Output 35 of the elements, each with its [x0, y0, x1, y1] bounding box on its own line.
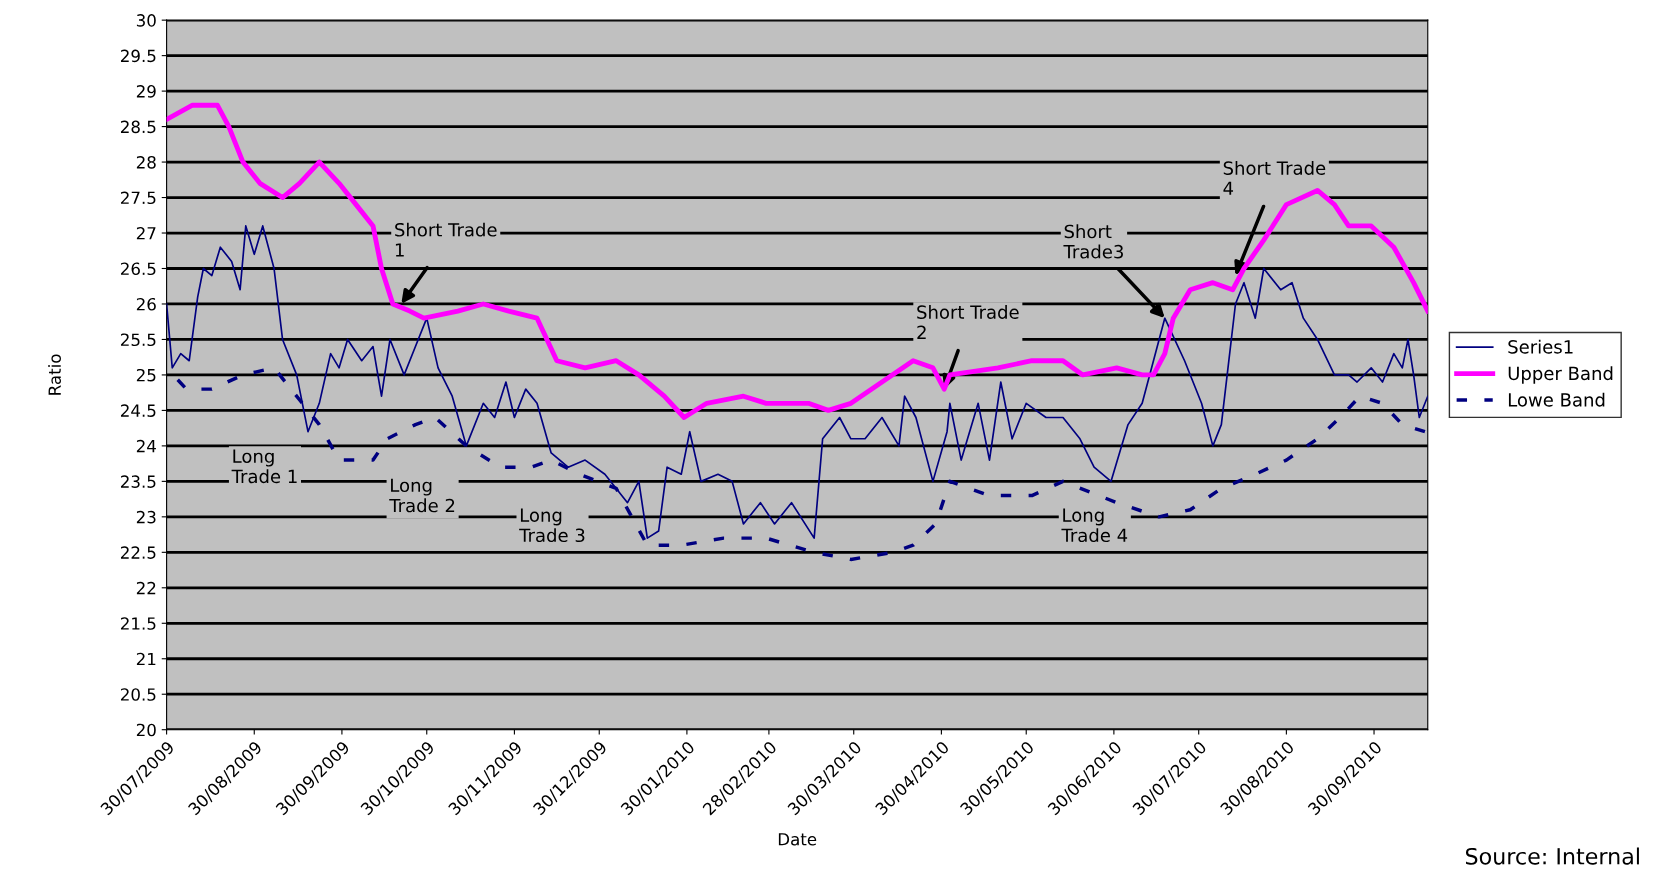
- annotation: Long Trade 2: [389, 478, 455, 513]
- annotation: Short Trade 4: [1223, 160, 1326, 195]
- y-tick-label: 24: [136, 439, 156, 453]
- x-axis-title: Date: [778, 833, 817, 846]
- y-tick-label: 28.5: [120, 120, 156, 134]
- y-tick-label: 22: [136, 581, 156, 595]
- y-tick-label: 29.5: [120, 49, 156, 63]
- legend-label: Upper Band: [1508, 366, 1613, 384]
- y-tick-label: 28: [136, 156, 156, 169]
- y-tick-label: 27: [136, 226, 156, 240]
- y-tick-label: 24.5: [120, 404, 156, 417]
- y-axis-title: Ratio: [48, 354, 61, 395]
- y-tick-label: 30: [136, 14, 156, 27]
- legend-label: Lowe Band: [1508, 392, 1605, 407]
- source-note: Source: Internal: [1465, 847, 1639, 865]
- annotation: Long Trade 3: [519, 508, 585, 543]
- y-tick-label: 21: [136, 652, 156, 666]
- y-tick-label: 23: [136, 510, 156, 524]
- y-tick-label: 21.5: [120, 617, 156, 630]
- y-tick-label: 26: [136, 297, 156, 311]
- annotation: Short Trade3: [1063, 224, 1123, 259]
- y-tick-label: 27.5: [120, 191, 156, 205]
- annotation: Short Trade 2: [917, 305, 1019, 339]
- annotation: Long Trade 4: [1061, 508, 1128, 543]
- y-tick-label: 25.5: [120, 333, 156, 347]
- y-tick-label: 23.5: [120, 475, 156, 488]
- y-tick-label: 26.5: [120, 262, 156, 276]
- y-tick-label: 20: [136, 723, 156, 737]
- legend-label: Series1: [1508, 339, 1573, 354]
- annotation: Short Trade 1: [395, 222, 497, 257]
- y-tick-label: 29: [136, 85, 156, 98]
- annotation: Long Trade 1: [231, 449, 297, 484]
- y-tick-label: 25: [136, 368, 156, 382]
- y-tick-label: 20.5: [120, 688, 156, 701]
- y-tick-label: 22.5: [120, 546, 156, 559]
